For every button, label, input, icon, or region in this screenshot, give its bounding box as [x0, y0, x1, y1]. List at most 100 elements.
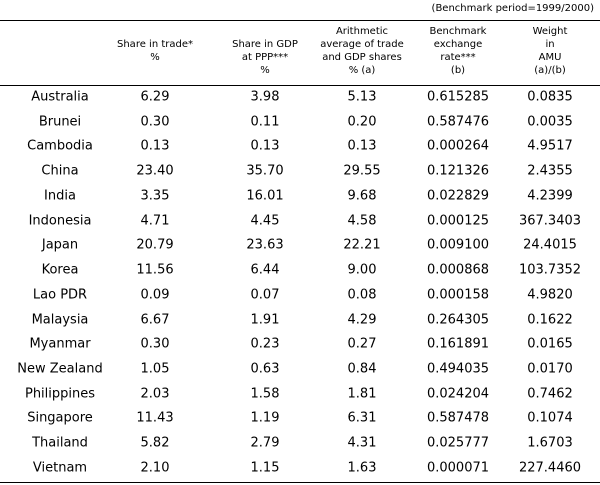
cell: 4.9517 — [527, 138, 573, 154]
row-label: Indonesia — [28, 213, 92, 229]
column-header: Weight — [532, 26, 568, 37]
column-header: % (a) — [348, 65, 376, 76]
cell: 11.43 — [136, 410, 174, 426]
cell: 0.494035 — [426, 361, 490, 377]
cell: 0.121326 — [426, 163, 490, 179]
cell: 227.4460 — [518, 460, 582, 476]
row-label: Korea — [41, 262, 79, 278]
cell: 0.000071 — [426, 460, 490, 476]
row-label: Lao PDR — [32, 287, 88, 303]
cell: 0.09 — [140, 287, 170, 303]
cell: 23.63 — [246, 237, 284, 253]
column-header: and GDP shares — [322, 52, 402, 63]
cell: 0.23 — [250, 336, 280, 352]
cell: 11.56 — [136, 262, 174, 278]
row-label: New Zealand — [17, 361, 103, 377]
cell: 1.6703 — [527, 435, 573, 451]
cell: 3.98 — [250, 89, 280, 105]
cell: 0.0165 — [527, 336, 573, 352]
cell: 1.91 — [250, 312, 280, 328]
rule — [0, 482, 600, 483]
column-header: (a)/(b) — [534, 65, 566, 76]
cell: 0.0835 — [527, 89, 573, 105]
cell: 4.45 — [250, 213, 280, 229]
cell: 9.00 — [347, 262, 377, 278]
cell: 0.13 — [347, 138, 377, 154]
row-label: Malaysia — [31, 312, 89, 328]
cell: 0.30 — [140, 114, 170, 130]
cell: 1.81 — [347, 386, 377, 402]
cell: 4.71 — [140, 213, 170, 229]
column-header: Share in GDP — [232, 39, 298, 50]
cell: 103.7352 — [518, 262, 582, 278]
cell: 4.58 — [347, 213, 377, 229]
column-header: average of trade — [320, 39, 404, 50]
cell: 1.58 — [250, 386, 280, 402]
cell: 16.01 — [246, 188, 284, 204]
cell: 4.2399 — [527, 188, 573, 204]
cell: 2.10 — [140, 460, 170, 476]
column-header: Benchmark — [429, 26, 487, 37]
cell: 23.40 — [136, 163, 174, 179]
cell: 0.022829 — [426, 188, 490, 204]
column-header: exchange — [433, 39, 483, 50]
rule — [0, 85, 600, 86]
cell: 0.13 — [140, 138, 170, 154]
cell: 1.15 — [250, 460, 280, 476]
cell: 0.161891 — [426, 336, 490, 352]
cell: 24.4015 — [523, 237, 577, 253]
cell: 1.19 — [250, 410, 280, 426]
cell: 0.13 — [250, 138, 280, 154]
cell: 0.7462 — [527, 386, 573, 402]
cell: 0.07 — [250, 287, 280, 303]
cell: 22.21 — [343, 237, 381, 253]
cell: 0.024204 — [426, 386, 490, 402]
cell: 0.000868 — [426, 262, 490, 278]
row-label: Japan — [41, 237, 79, 253]
row-label: Myanmar — [29, 336, 91, 352]
cell: 4.29 — [347, 312, 377, 328]
cell: 2.03 — [140, 386, 170, 402]
cell: 0.587478 — [426, 410, 490, 426]
cell: 2.79 — [250, 435, 280, 451]
cell: 0.63 — [250, 361, 280, 377]
cell: 6.44 — [250, 262, 280, 278]
column-header: (b) — [450, 65, 466, 76]
cell: 5.13 — [347, 89, 377, 105]
cell: 0.009100 — [426, 237, 490, 253]
row-label: Brunei — [38, 114, 82, 130]
row-label: Australia — [31, 89, 89, 105]
note: (Benchmark period=1999/2000) — [431, 3, 594, 14]
column-header: in — [545, 39, 555, 50]
column-header: % — [150, 52, 160, 63]
cell: 6.31 — [347, 410, 377, 426]
row-label: China — [41, 163, 79, 179]
row-label: Thailand — [32, 435, 88, 451]
cell: 1.05 — [140, 361, 170, 377]
cell: 0.615285 — [426, 89, 490, 105]
cell: 1.63 — [347, 460, 377, 476]
cell: 0.0035 — [527, 114, 573, 130]
cell: 6.67 — [140, 312, 170, 328]
row-label: Singapore — [27, 410, 93, 426]
column-header: at PPP*** — [241, 52, 289, 63]
cell: 0.0170 — [527, 361, 573, 377]
cell: 0.1622 — [527, 312, 573, 328]
cell: 2.4355 — [527, 163, 573, 179]
column-header: % — [260, 65, 270, 76]
cell: 0.08 — [347, 287, 377, 303]
cell: 367.3403 — [518, 213, 582, 229]
row-label: Philippines — [24, 386, 96, 402]
cell: 3.35 — [140, 188, 170, 204]
row-label: Cambodia — [27, 138, 93, 154]
column-header: Arithmetic — [335, 26, 389, 37]
column-header: rate*** — [440, 52, 476, 63]
cell: 0.30 — [140, 336, 170, 352]
cell: 6.29 — [140, 89, 170, 105]
cell: 0.000125 — [426, 213, 490, 229]
row-label: India — [44, 188, 76, 204]
cell: 0.84 — [347, 361, 377, 377]
cell: 0.000264 — [426, 138, 490, 154]
cell: 4.9820 — [527, 287, 573, 303]
